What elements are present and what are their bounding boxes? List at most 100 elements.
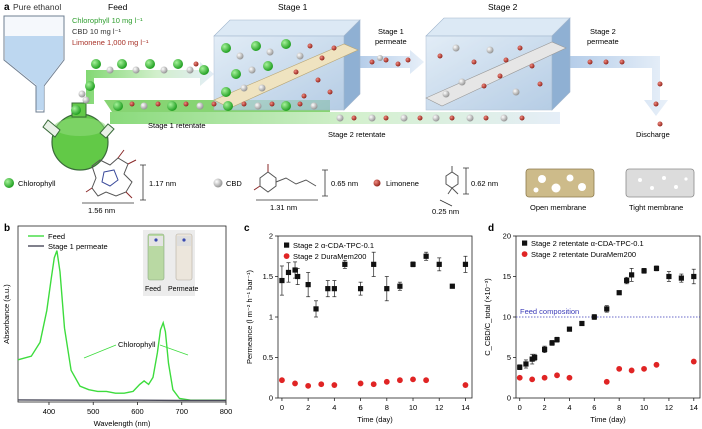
cbd-width: 1.31 nm	[270, 203, 297, 212]
stage2-retentate-arrow	[110, 112, 560, 124]
permeance-chart: 0 2 4 6 8 10 12 14 0 0.5 1 1.5 2 Time (day) Permeance …	[245, 232, 473, 424]
limonene-particle	[301, 93, 307, 99]
stage1-permeate-label-1: Stage 1	[378, 27, 404, 36]
limonene-particle	[417, 115, 423, 121]
cbd-particle	[442, 90, 450, 98]
legend-label: Stage 2 α-CDA-TPC-0.1	[293, 241, 374, 250]
feed-title: Feed	[108, 2, 128, 12]
feed-composition-label: Feed composition	[520, 307, 579, 316]
x-tick-label: 700	[175, 407, 188, 416]
data-point-square	[641, 268, 647, 274]
x-axis-label: Time (day)	[590, 415, 626, 424]
stage2-retentate-label: Stage 2 retentate	[328, 130, 386, 139]
data-point-square	[517, 364, 523, 370]
chlorophyll-particle	[199, 65, 209, 75]
panel-c-label: c	[244, 223, 250, 234]
legend-label: Stage 2 DuraMem200	[293, 252, 366, 261]
ethanol-reservoir	[3, 15, 65, 113]
chlorophyll-legend-label: Chlorophyll	[18, 179, 56, 188]
plot-frame	[17, 225, 227, 403]
data-point-square	[653, 265, 660, 271]
feed-limonene-conc: Limonene 1,000 mg l⁻¹	[72, 38, 149, 47]
chlorophyll-particle	[281, 39, 291, 49]
limonene-particle	[503, 57, 509, 63]
x-tick-label: 4	[567, 403, 571, 412]
limonene-particle	[587, 59, 593, 65]
limonene-particle	[269, 101, 275, 107]
cbd-particle	[400, 114, 408, 122]
chlorophyll-particle	[145, 59, 155, 69]
chlorophyll-width: 1.56 nm	[88, 206, 115, 215]
legend-marker-circle	[521, 251, 528, 257]
chlorophyll-particle	[85, 81, 95, 91]
stage2-title: Stage 2	[488, 2, 518, 12]
inset-feed-label: Feed	[145, 286, 161, 293]
panel-b-label: b	[4, 223, 10, 234]
data-point-square	[566, 326, 573, 332]
panel-b: b 400 500 600 700 800 Wavelength (nm) Absorban…	[2, 223, 232, 428]
data-point-circle	[541, 374, 548, 381]
cbd-particle	[466, 114, 474, 122]
data-point-circle	[641, 365, 647, 372]
annotation-arrow-right	[159, 344, 189, 356]
data-point-square	[285, 269, 292, 276]
x-tick-label: 14	[690, 403, 698, 412]
cbd-height-bar	[322, 169, 328, 197]
x-tick-label: 4	[332, 403, 336, 412]
data-point-square	[295, 273, 301, 280]
series-line-feed	[17, 250, 226, 401]
y-tick-label: 1.5	[263, 272, 273, 281]
cbd-particle	[240, 84, 248, 92]
annotation-arrow-left	[83, 344, 117, 359]
limonene-particle	[383, 57, 389, 63]
stage1-permeate-label-2: permeate	[375, 37, 407, 46]
legend-label: Stage 2 retentate α-CDA-TPC-0.1	[531, 239, 644, 248]
limonene-particle	[471, 59, 477, 65]
limonene-width-bar	[439, 199, 453, 207]
data-point-circle	[318, 381, 325, 388]
cbd-particle	[248, 66, 256, 74]
stage1-module	[213, 19, 361, 111]
cbd-particle	[512, 88, 520, 96]
cbd-particle	[140, 102, 148, 110]
data-point-circle	[292, 380, 298, 387]
data-point-square	[691, 273, 697, 280]
x-tick-label: 2	[306, 403, 310, 412]
x-tick-label: 8	[617, 403, 621, 412]
data-point-circle	[397, 377, 403, 384]
limonene-particle	[319, 55, 325, 61]
limonene-particle	[315, 77, 321, 83]
pure-ethanol-label: Pure ethanol	[13, 2, 61, 12]
discharge-label: Discharge	[636, 130, 670, 139]
y-tick-label: 15	[503, 272, 511, 281]
limonene-particle	[129, 101, 135, 107]
tight-membrane-label: Tight membrane	[629, 203, 683, 212]
cbd-particle	[432, 114, 440, 122]
limonene-particle	[653, 101, 659, 107]
limonene-particle	[369, 59, 375, 65]
legend-label: Feed	[48, 232, 65, 241]
y-tick-label: 20	[503, 232, 511, 241]
y-tick-label: 0	[507, 394, 511, 403]
data-point-square	[616, 290, 622, 296]
data-point-circle	[370, 381, 377, 388]
limonene-structure-icon	[445, 166, 459, 195]
panel-d-label: d	[488, 223, 494, 234]
cbd-particle	[236, 52, 244, 60]
panel-a-label: a	[4, 2, 10, 13]
legend-label: Stage 2 retentate DuraMem200	[531, 250, 636, 259]
x-tick-label: 10	[640, 403, 648, 412]
y-axis-label: Permeance (l m⁻² h⁻¹ bar⁻¹)	[245, 270, 254, 364]
data-point-square	[449, 283, 455, 289]
limonene-particle	[657, 81, 663, 87]
series-line-stage1-permeate	[17, 399, 226, 402]
cbd-height: 0.65 nm	[331, 179, 358, 188]
data-point-square	[591, 314, 597, 320]
limonene-particle	[211, 101, 217, 107]
cbd-particle	[310, 102, 318, 110]
molecule-particles	[71, 39, 663, 127]
chlorophyll-particle	[91, 59, 101, 69]
data-point-circle	[628, 367, 635, 374]
x-tick-label: 10	[409, 403, 417, 412]
cbd-particle	[377, 55, 383, 61]
